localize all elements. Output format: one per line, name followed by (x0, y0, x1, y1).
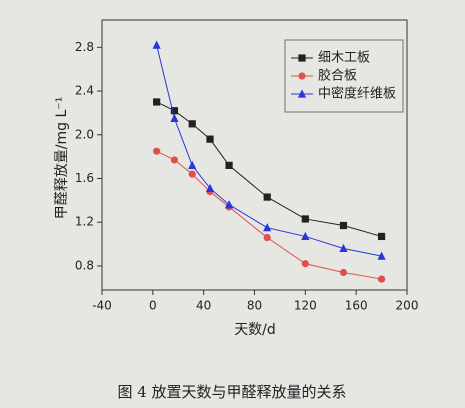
x-tick-label: -40 (92, 299, 112, 313)
y-tick-label: 2.8 (75, 40, 94, 54)
marker (188, 120, 196, 128)
marker (301, 215, 309, 223)
legend-label: 中密度纤维板 (318, 86, 396, 102)
caption: 图 4 放置天数与甲醛释放量的关系 (117, 383, 346, 401)
marker (153, 98, 161, 106)
y-tick-label: 0.8 (75, 258, 94, 272)
x-tick-label: 0 (149, 299, 157, 313)
marker (188, 170, 196, 178)
marker (206, 135, 214, 143)
marker (263, 193, 271, 201)
marker (339, 221, 348, 230)
marker (188, 160, 197, 169)
marker (377, 232, 386, 241)
marker (263, 223, 272, 232)
x-tick-label: 80 (247, 299, 262, 313)
legend-label: 细木工板 (318, 51, 370, 66)
y-tick-label: 2.0 (75, 127, 94, 141)
marker (153, 147, 161, 155)
marker (225, 161, 233, 169)
marker (339, 243, 348, 253)
marker (377, 275, 386, 283)
legend-box (284, 39, 404, 113)
marker (301, 231, 310, 241)
marker (377, 251, 386, 260)
marker (339, 268, 348, 277)
marker (152, 40, 161, 49)
y-tick-label: 1.2 (75, 215, 94, 229)
marker (301, 260, 309, 268)
marker (224, 200, 234, 209)
legend-marker (298, 72, 306, 80)
y-tick-label: 2.4 (75, 84, 94, 98)
marker (170, 107, 179, 115)
x-tick-label: 120 (294, 299, 317, 313)
x-axis-label: 天数/d (234, 322, 276, 338)
y-axis-label: 甲醛释放量/mg L⁻¹ (54, 97, 70, 220)
x-tick-label: 40 (196, 299, 211, 313)
x-tick-label: 160 (345, 299, 368, 313)
x-tick-label: 200 (396, 299, 419, 313)
legend-marker (297, 89, 307, 98)
legend-marker (298, 54, 306, 62)
marker (205, 183, 215, 192)
legend-label: 胶合板 (318, 68, 357, 84)
marker (170, 156, 179, 164)
marker (263, 233, 271, 242)
y-tick-label: 1.6 (75, 171, 94, 185)
marker (170, 113, 179, 122)
